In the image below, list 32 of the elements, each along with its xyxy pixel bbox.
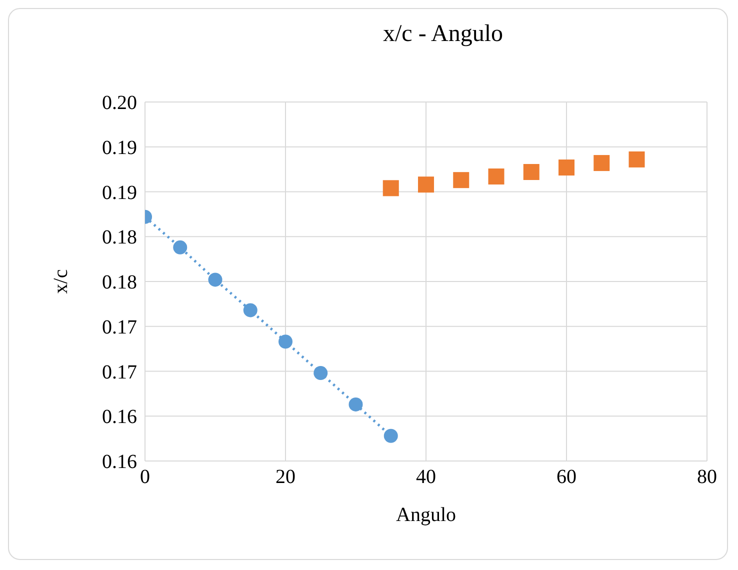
x-axis-title: Angulo — [396, 504, 456, 526]
point — [628, 151, 645, 168]
x-tick-label: 0 — [140, 466, 150, 488]
y-tick-label: 0.17 — [102, 316, 137, 338]
point — [594, 155, 610, 172]
point — [278, 334, 292, 349]
y-tick-label: 0.16 — [102, 451, 137, 474]
chart-title: x/c - Angulo — [382, 21, 504, 48]
point — [314, 366, 328, 380]
y-tick-label: 0.18 — [102, 226, 137, 249]
point — [453, 172, 470, 188]
point — [243, 303, 258, 318]
y-tick-label: 0.19 — [102, 182, 137, 204]
y-tick-label: 0.19 — [102, 136, 137, 159]
y-tick-label: 0.18 — [102, 272, 137, 294]
x-tick-label: 80 — [697, 466, 717, 488]
point — [523, 164, 540, 180]
y-axis-title: x/c — [50, 269, 72, 294]
point — [418, 176, 434, 193]
y-tick-label: 0.20 — [102, 92, 137, 114]
y-tick-label: 0.16 — [102, 406, 137, 428]
point — [384, 428, 398, 443]
point — [348, 397, 363, 412]
point — [558, 160, 574, 176]
x-tick-label: 20 — [276, 466, 296, 488]
x-tick-label: 60 — [556, 466, 576, 488]
x-tick-label: 40 — [416, 466, 436, 488]
point — [488, 168, 504, 184]
y-tick-label: 0.17 — [102, 361, 137, 384]
point — [208, 272, 222, 287]
point — [382, 180, 399, 196]
point — [173, 240, 188, 254]
